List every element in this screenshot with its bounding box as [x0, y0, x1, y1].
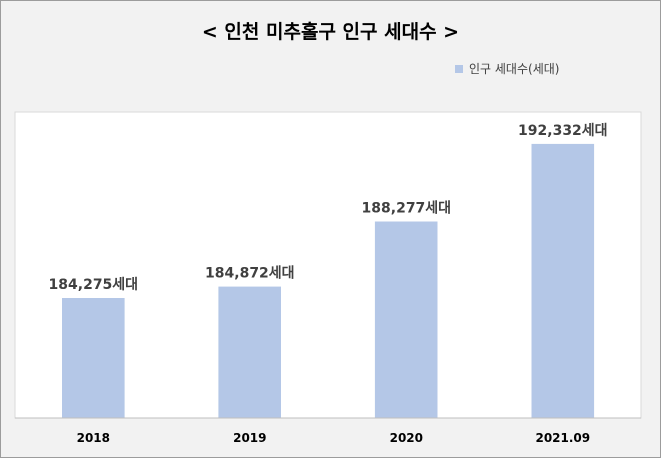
bar-2021.09[interactable] [531, 143, 595, 418]
chart-title: < 인천 미추홀구 인구 세대수 > [201, 21, 460, 43]
bar-2019[interactable] [218, 286, 281, 418]
data-label: 184,275세대 [49, 277, 139, 293]
legend-swatch [455, 64, 463, 73]
bar-2018[interactable] [62, 298, 125, 418]
x-tick-label: 2020 [390, 431, 423, 445]
data-label: 188,277세대 [362, 201, 452, 217]
legend-label: 인구 세대수(세대) [469, 62, 560, 76]
x-tick-label: 2019 [233, 431, 266, 445]
data-label: 192,332세대 [518, 123, 608, 139]
legend[interactable]: 인구 세대수(세대) [455, 60, 559, 77]
x-tick-label: 2018 [77, 431, 110, 445]
bar-2020[interactable] [374, 221, 438, 419]
data-label: 184,872세대 [205, 266, 295, 282]
x-tick-label: 2021.09 [535, 431, 590, 445]
